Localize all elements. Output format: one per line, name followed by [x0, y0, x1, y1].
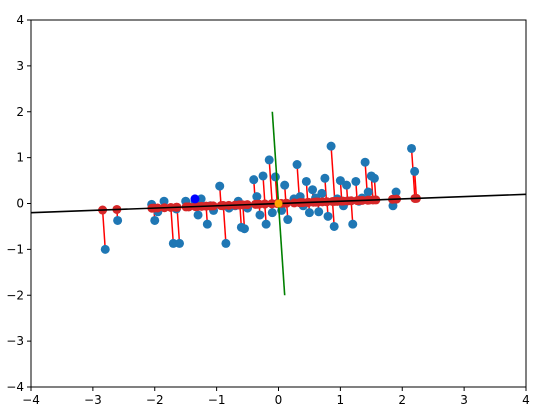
y-tick-label: 2	[16, 105, 24, 119]
data-point	[326, 141, 336, 151]
y-tick-label: −1	[6, 242, 24, 256]
data-point	[100, 244, 110, 254]
x-tick-label: −1	[208, 393, 226, 407]
data-point	[369, 173, 379, 183]
data-point	[270, 172, 280, 182]
data-point	[150, 215, 160, 225]
data-point	[221, 238, 231, 248]
data-point	[252, 192, 262, 202]
data-point	[308, 185, 318, 195]
data-point	[113, 215, 123, 225]
data-point	[193, 210, 203, 220]
x-tick-label: 4	[522, 393, 530, 407]
data-point	[360, 157, 370, 167]
data-point	[314, 207, 324, 217]
x-tick-label: 0	[275, 393, 283, 407]
data-point	[264, 155, 274, 165]
data-point	[202, 219, 212, 229]
x-tick-label: 1	[337, 393, 345, 407]
data-point	[159, 196, 169, 206]
data-point	[391, 187, 401, 197]
y-tick-label: 0	[16, 197, 24, 211]
data-point	[304, 208, 314, 218]
projection-line	[222, 205, 227, 244]
y-tick-label: 4	[16, 13, 24, 27]
y-tick-label: 3	[16, 59, 24, 73]
data-point	[283, 215, 293, 225]
data-point	[342, 180, 352, 190]
y-tick-label: 1	[16, 151, 24, 165]
data-point	[261, 219, 271, 229]
data-point	[255, 210, 265, 220]
data-point	[348, 219, 358, 229]
y-tick-label: −4	[6, 380, 24, 394]
projection-line	[330, 146, 336, 202]
data-point	[258, 171, 268, 181]
data-point	[351, 176, 361, 186]
data-point	[215, 181, 225, 191]
data-point	[249, 175, 259, 185]
data-point	[280, 180, 290, 190]
data-point	[292, 160, 302, 170]
data-point	[323, 211, 333, 221]
data-point	[317, 188, 327, 198]
data-point	[320, 173, 330, 183]
projection-line	[413, 171, 418, 199]
data-point	[329, 221, 339, 231]
highlight-point	[190, 194, 200, 204]
x-tick-label: −4	[22, 393, 40, 407]
data-point	[267, 208, 277, 218]
y-tick-label: −3	[6, 334, 24, 348]
projection-line	[101, 209, 106, 250]
data-point	[410, 166, 420, 176]
data-point	[363, 187, 373, 197]
x-tick-label: −3	[84, 393, 102, 407]
mean-point	[274, 199, 283, 208]
data-point	[335, 176, 345, 186]
plot-area	[31, 111, 526, 296]
data-point	[388, 201, 398, 211]
projection-line	[262, 175, 266, 205]
data-point	[407, 143, 417, 153]
x-tick-label: 3	[460, 393, 468, 407]
data-point	[168, 238, 178, 248]
projection-line	[268, 159, 273, 204]
x-tick-label: 2	[398, 393, 406, 407]
data-point	[301, 176, 311, 186]
y-tick-label: −2	[6, 288, 24, 302]
axes: −4 −3 −2 −1 0 1 2 3 4 −4 −3 −2 −1 0 1 2 3 4	[6, 13, 530, 407]
data-point	[175, 238, 184, 248]
x-tick-label: −2	[146, 393, 164, 407]
projection-line	[170, 207, 175, 244]
data-point	[239, 224, 249, 234]
